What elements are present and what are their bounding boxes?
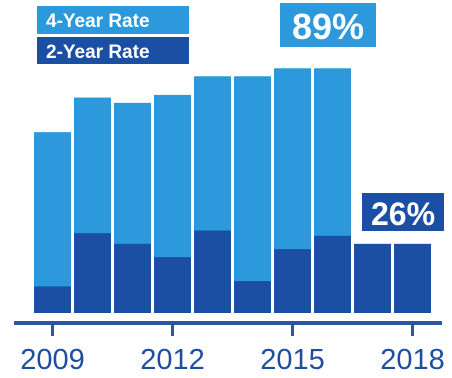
bar-two-year-2010 bbox=[74, 233, 111, 313]
bar-two-year-2011 bbox=[114, 243, 151, 313]
bar-two-year-2016 bbox=[314, 235, 351, 313]
legend-label-two-year: 2-Year Rate bbox=[46, 42, 150, 63]
legend-swatch-four-year bbox=[37, 6, 189, 34]
bar-two-year-2013 bbox=[194, 230, 231, 313]
tick-label-2018: 2018 bbox=[380, 344, 445, 376]
legend: 4-Year Rate 2-Year Rate bbox=[37, 6, 189, 64]
x-axis-ticks: 2009 2012 2015 2018 bbox=[20, 323, 445, 376]
legend-swatch-two-year bbox=[37, 37, 189, 64]
bar-two-year-2009 bbox=[34, 286, 71, 313]
tick-label-2015: 2015 bbox=[260, 344, 325, 376]
bar-two-year-2012 bbox=[154, 257, 191, 313]
callout-89-label: 89% bbox=[292, 6, 364, 47]
callout-26-background bbox=[362, 193, 444, 231]
bar-two-year-2014 bbox=[234, 281, 271, 313]
bar-two-year-2017 bbox=[354, 243, 391, 313]
two-year-series bbox=[34, 230, 431, 313]
callout-89-background bbox=[280, 3, 376, 47]
bar-four-year-2009 bbox=[34, 132, 71, 313]
tick-label-2009: 2009 bbox=[20, 344, 85, 376]
callout-26-label: 26% bbox=[371, 196, 435, 232]
callouts: 89% 26% bbox=[280, 3, 444, 232]
tick-label-2012: 2012 bbox=[140, 344, 205, 376]
bar-two-year-2015 bbox=[274, 249, 311, 313]
bar-four-year-2014 bbox=[234, 76, 271, 313]
legend-label-four-year: 4-Year Rate bbox=[46, 11, 150, 32]
bar-two-year-2018 bbox=[394, 243, 431, 313]
